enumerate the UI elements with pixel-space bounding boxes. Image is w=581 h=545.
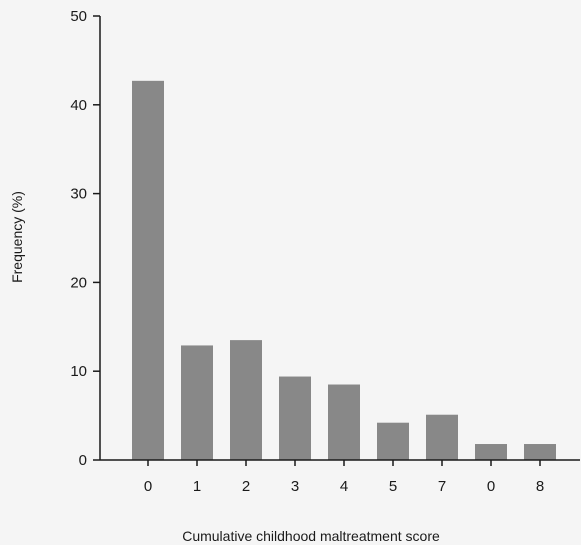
x-tick-label: 8 bbox=[536, 478, 544, 495]
bar bbox=[426, 414, 458, 460]
bar bbox=[132, 80, 164, 460]
y-tick-label: 30 bbox=[70, 186, 87, 203]
bar bbox=[328, 384, 360, 460]
y-axis: 0 10 20 30 40 50 bbox=[70, 8, 101, 469]
y-tick-label: 20 bbox=[70, 274, 87, 291]
x-axis-label: Cumulative childhood maltreatment score bbox=[182, 528, 440, 544]
y-axis-label: Frequency (%) bbox=[9, 191, 25, 283]
bar bbox=[524, 444, 556, 460]
x-tick-label: 2 bbox=[242, 478, 250, 495]
x-tick-label: 7 bbox=[438, 478, 446, 495]
x-axis: 0 1 2 3 4 5 7 0 8 bbox=[100, 459, 580, 495]
bar bbox=[475, 444, 507, 460]
bar bbox=[230, 340, 262, 460]
bars bbox=[132, 80, 556, 460]
bar bbox=[279, 376, 311, 460]
x-tick-label: 0 bbox=[487, 478, 495, 495]
y-tick-label: 50 bbox=[70, 8, 87, 25]
y-tick-label: 10 bbox=[70, 363, 87, 380]
x-tick-label: 3 bbox=[291, 478, 299, 495]
y-tick-label: 40 bbox=[70, 97, 87, 114]
x-tick-label: 1 bbox=[193, 478, 201, 495]
x-tick-label: 4 bbox=[340, 478, 348, 495]
x-tick-label: 5 bbox=[389, 478, 397, 495]
bar bbox=[181, 345, 213, 460]
x-tick-label: 0 bbox=[144, 478, 152, 495]
bar bbox=[377, 422, 409, 460]
y-tick-label: 0 bbox=[79, 452, 87, 469]
